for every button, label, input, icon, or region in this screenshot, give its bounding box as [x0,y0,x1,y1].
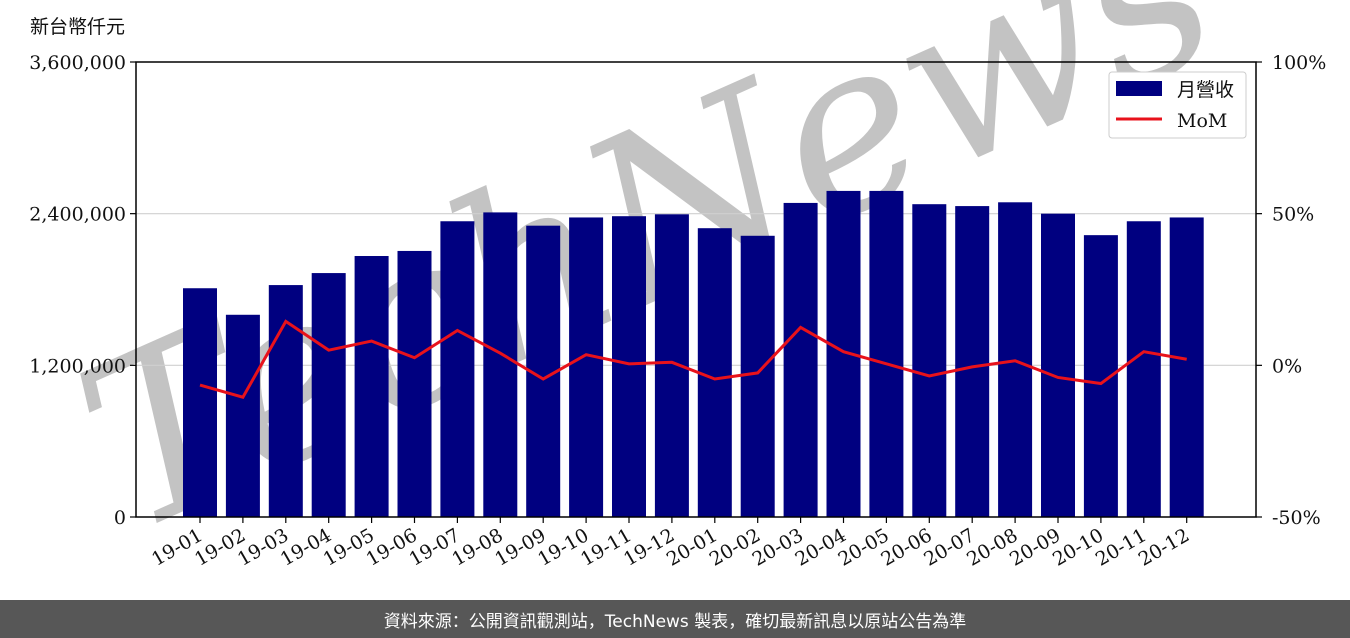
bar [612,216,646,517]
y-right-tick-label: -50% [1272,507,1321,529]
source-footer: 資料來源：公開資訊觀測站，TechNews 製表，確切最新訊息以原站公告為準 [0,600,1350,638]
y-right-tick-label: 50% [1272,204,1314,226]
y-left-tick-label: 3,600,000 [29,52,126,74]
bar [183,288,217,517]
bar [440,221,475,517]
bar [1169,217,1204,518]
bar [397,250,432,517]
bar [1126,221,1161,517]
legend: 月營收 MoM [1108,71,1247,139]
legend-bar-swatch [1116,81,1162,96]
legend-label-mom: MoM [1177,110,1227,132]
y-axis-unit-label: 新台幣仟元 [30,16,125,38]
y-left-tick-label: 2,400,000 [29,204,126,226]
bar [483,212,518,517]
bar [869,190,904,517]
x-tick-label: 20-12 [1135,524,1193,570]
bar [1041,213,1075,517]
bar [912,204,947,517]
bar [955,206,990,518]
legend-label-revenue: 月營收 [1177,79,1234,101]
bar [783,202,818,517]
chart: TechNews 新台幣仟元 01,200,0002,400,0003,600,… [29,0,1326,584]
mom-line [199,319,1187,399]
bar [697,228,732,517]
bar [569,217,604,518]
bar-series [183,190,1204,518]
bar [225,314,260,517]
bar [354,256,389,517]
bar [740,235,775,517]
y-right-tick-label: 0% [1272,355,1302,377]
source-text: 資料來源：公開資訊觀測站，TechNews 製表，確切最新訊息以原站公告為準 [383,611,967,632]
y-left-tick-label: 0 [114,507,126,529]
plot-frame [135,61,1257,518]
y-right-tick-label: 100% [1272,52,1326,74]
y-left-tick-label: 1,200,000 [29,355,126,377]
bar [311,273,346,517]
